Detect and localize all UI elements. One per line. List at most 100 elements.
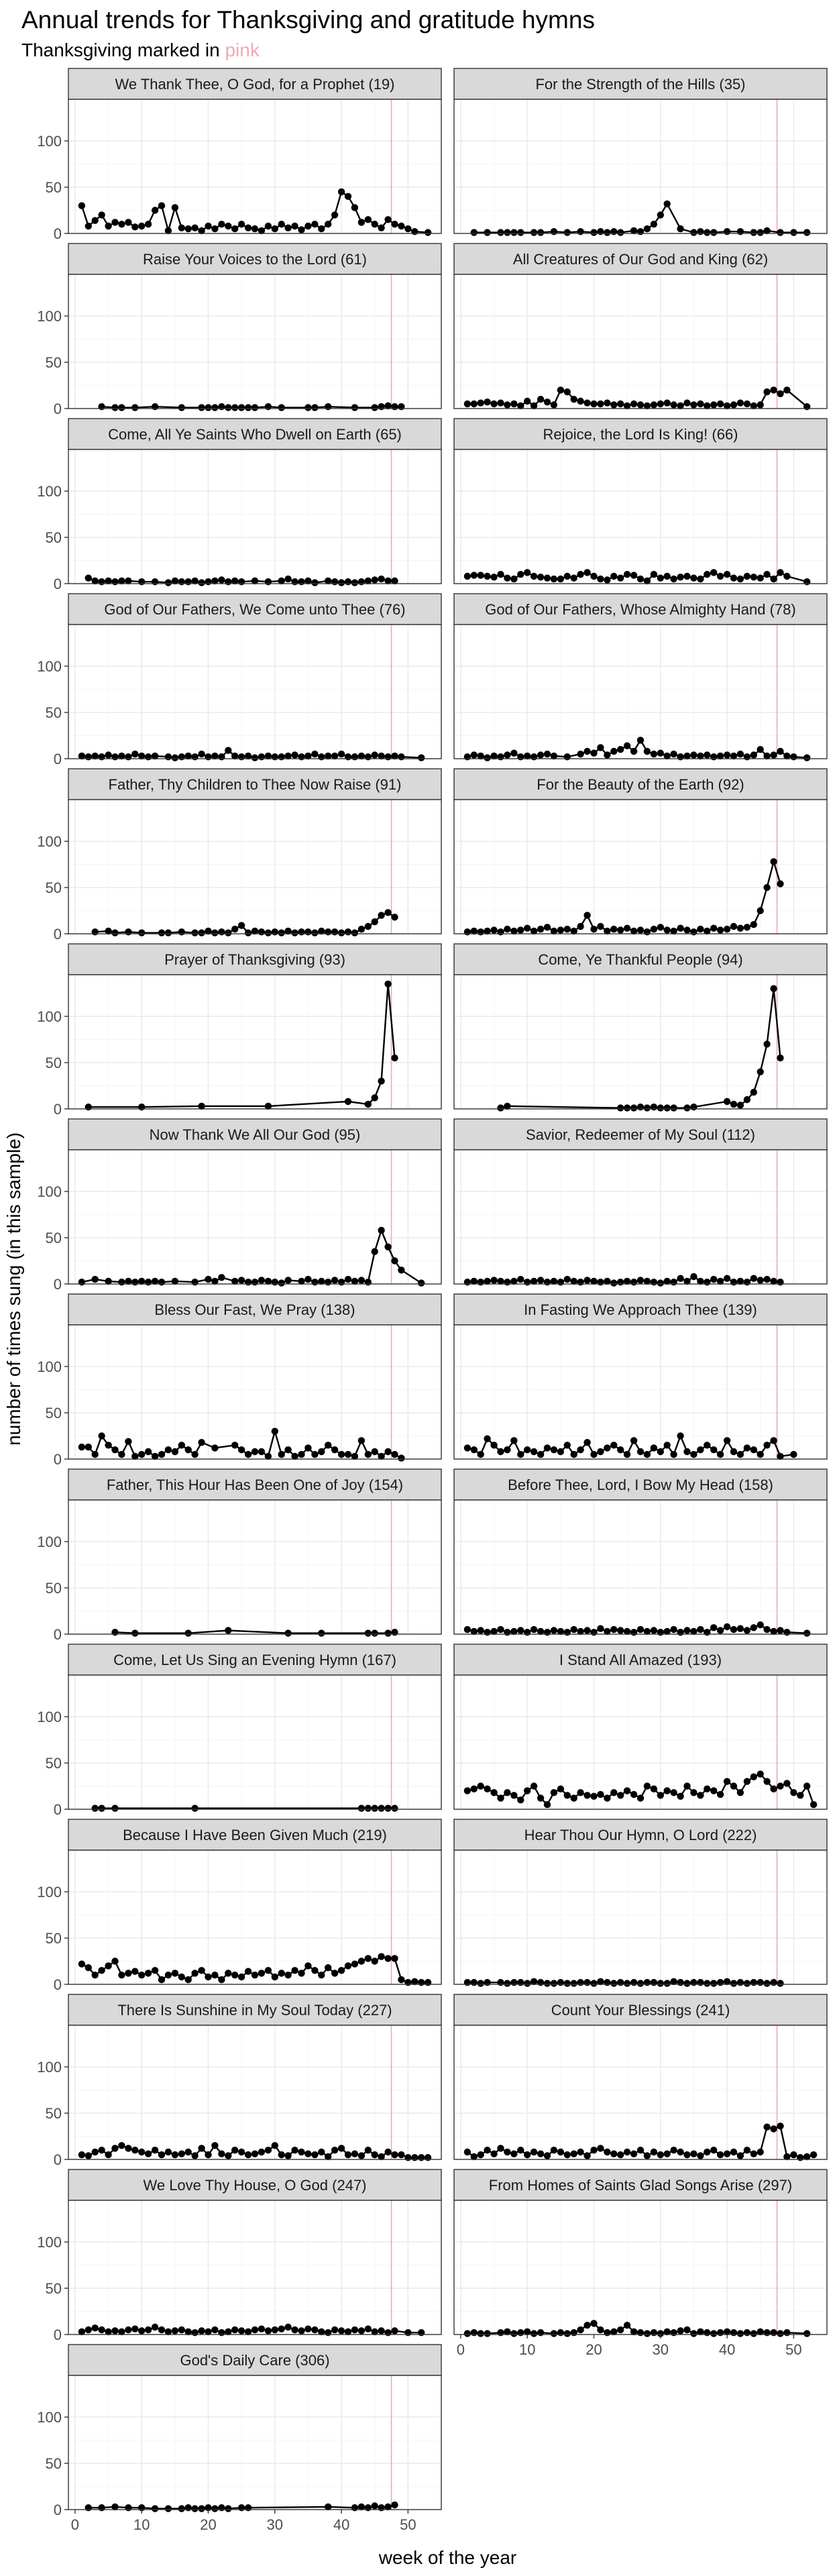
data-point [730, 1625, 738, 1633]
data-point [111, 578, 119, 586]
data-point [670, 1279, 677, 1286]
panel-13: Now Thank We All Our God (95) 0 50 100 [37, 1118, 442, 1293]
data-point [530, 572, 538, 580]
data-point [244, 752, 252, 760]
data-point [583, 1792, 591, 1799]
y-tick-label: 50 [46, 179, 62, 196]
data-point [630, 2328, 638, 2336]
data-point [105, 1962, 112, 1970]
data-point [111, 1957, 119, 1965]
data-point [105, 927, 112, 935]
data-point [138, 578, 146, 586]
data-point [258, 1970, 266, 1977]
data-point [504, 1629, 511, 1636]
data-point [378, 1953, 385, 1960]
facet-title: Prayer of Thanksgiving (93) [164, 951, 345, 968]
data-point [278, 1279, 285, 1287]
facet-title: There Is Sunshine in My Soul Today (227) [117, 2002, 392, 2019]
data-point [757, 401, 764, 409]
data-point [490, 574, 498, 581]
data-point [85, 2152, 92, 2159]
data-point [504, 2148, 511, 2156]
data-point [770, 858, 777, 865]
data-point [271, 2326, 278, 2334]
data-point [164, 227, 172, 235]
data-point [78, 1443, 86, 1451]
data-point [743, 1096, 751, 1104]
data-point [371, 2502, 378, 2510]
data-point [643, 2152, 651, 2159]
data-point [211, 1444, 219, 1452]
y-tick-label: 50 [46, 1230, 62, 1246]
data-point [563, 2330, 571, 2337]
data-point [98, 753, 105, 761]
data-point [563, 229, 571, 236]
data-point [524, 2151, 531, 2159]
data-point [550, 927, 558, 935]
data-point [258, 2148, 266, 2156]
data-point [657, 574, 664, 582]
data-point [225, 222, 232, 230]
data-point [371, 1629, 378, 1637]
data-point [357, 2503, 366, 2511]
x-tick-label: 40 [719, 2341, 735, 2358]
facet-strip [68, 1819, 442, 1851]
data-point [184, 1976, 192, 1984]
data-point [643, 1104, 651, 1112]
data-point [583, 2152, 591, 2159]
data-point [191, 2152, 199, 2159]
data-point [98, 578, 105, 586]
data-point [271, 2142, 278, 2149]
facet-strip [453, 1819, 828, 1851]
data-point [278, 404, 285, 411]
data-point [810, 1801, 818, 1809]
data-point [583, 569, 591, 576]
data-point [710, 753, 718, 761]
data-point [298, 2148, 305, 2156]
data-point [211, 2326, 219, 2334]
data-point [570, 2329, 577, 2337]
data-point [291, 929, 298, 936]
panel-border [453, 1324, 828, 1460]
data-point [344, 2328, 352, 2336]
data-point [710, 1787, 718, 1794]
data-point [184, 2148, 192, 2156]
data-point [364, 1100, 372, 1108]
data-point [131, 1629, 139, 1637]
data-point [364, 1450, 372, 1458]
data-point [630, 2150, 638, 2157]
data-point [610, 1625, 618, 1633]
data-point [577, 2326, 584, 2334]
data-point [118, 221, 125, 228]
data-point [144, 221, 152, 228]
data-point [184, 578, 192, 586]
data-point [484, 1277, 491, 1285]
data-point [85, 574, 92, 582]
data-point [670, 1450, 677, 1458]
data-point [790, 229, 797, 236]
data-point [237, 578, 245, 586]
data-point [125, 753, 132, 761]
data-point [777, 1054, 784, 1062]
data-point [151, 1452, 159, 1460]
data-point [777, 2330, 784, 2337]
data-point [610, 401, 618, 409]
data-point [78, 752, 86, 760]
data-point [783, 1629, 791, 1636]
data-point [497, 2329, 504, 2337]
data-point [205, 753, 212, 761]
data-point [557, 1627, 565, 1635]
data-point [623, 1277, 631, 1285]
data-point [497, 928, 504, 936]
panel-background [454, 975, 827, 1109]
data-point [550, 1980, 558, 1987]
facet-title: Count Your Blessings (241) [551, 2002, 730, 2019]
data-point [736, 924, 744, 932]
data-point [291, 1452, 298, 1460]
data-point [158, 2326, 166, 2334]
data-point [344, 1097, 352, 1106]
data-point [497, 1979, 504, 1986]
data-point [630, 927, 638, 935]
data-point [225, 2328, 232, 2336]
data-point [630, 1790, 638, 1799]
